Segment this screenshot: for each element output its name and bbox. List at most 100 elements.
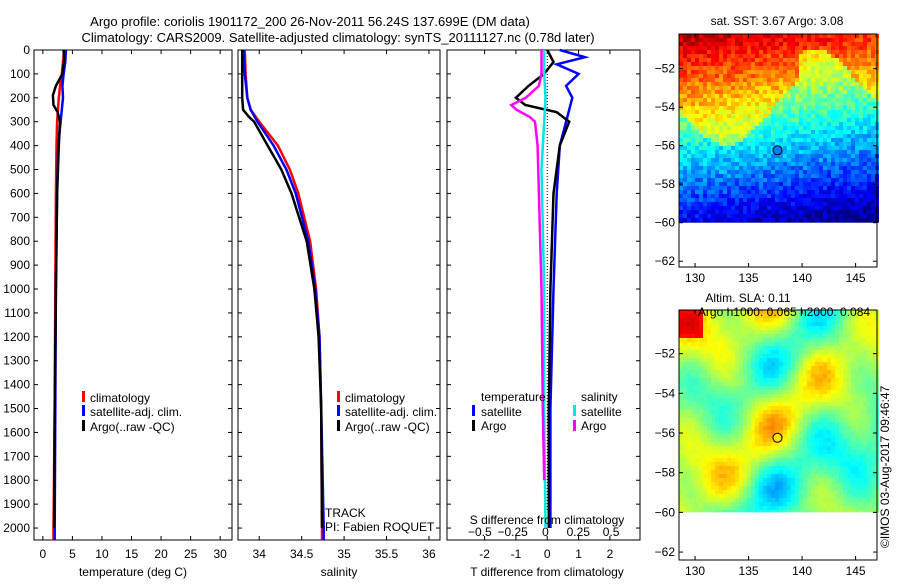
y-tick-label: 1600: [3, 425, 30, 439]
y-tick-label: −56: [655, 139, 676, 153]
y-tick-label: −58: [655, 177, 676, 191]
y-tick-label: 500: [10, 163, 30, 177]
x-tick-label: 34.5: [290, 547, 314, 561]
figure-title-line1: Argo profile: coriolis 1901172_200 26-No…: [90, 14, 530, 29]
x-tick-label: 0: [40, 547, 47, 561]
x-tick-label: 2: [607, 547, 614, 561]
y-tick-label: 0: [23, 43, 30, 57]
y-tick-label: 1300: [3, 354, 30, 368]
y-tick-label: 900: [10, 258, 30, 272]
x-tick-label: 20: [154, 547, 168, 561]
y-tick-label: 600: [10, 186, 30, 200]
temperature-xlabel: temperature (deg C): [79, 565, 187, 579]
s-tick-label: 0.5: [603, 525, 620, 539]
y-tick-label: −54: [655, 100, 676, 114]
salinity-xlabel: salinity: [321, 565, 358, 579]
x-tick-label: 36: [422, 547, 436, 561]
x-tick-label: 140: [792, 271, 812, 285]
x-tick-label: 25: [184, 547, 198, 561]
x-tick-label: 135: [739, 271, 759, 285]
x-tick-label: 135: [739, 564, 759, 578]
y-tick-label: 200: [10, 91, 30, 105]
legend-swatch-argo: [82, 420, 85, 431]
y-tick-label: 1500: [3, 402, 30, 416]
y-tick-label: −58: [655, 466, 676, 480]
x-tick-label: 0: [544, 547, 551, 561]
pi-annotation: PI: Fabien ROQUET: [325, 520, 435, 534]
y-tick-label: 800: [10, 234, 30, 248]
legend-swatch-climatology: [337, 391, 340, 402]
y-tick-label: −60: [655, 216, 676, 230]
y-tick-label: 1100: [4, 306, 30, 320]
legend-header-salinity: salinity: [581, 390, 618, 404]
x-tick-label: 140: [792, 564, 812, 578]
legend-swatch-argo: [337, 420, 340, 431]
x-tick-label: -1: [511, 547, 522, 561]
y-tick-label: −60: [655, 505, 676, 519]
y-tick-label: 1700: [3, 449, 30, 463]
y-tick-label: 1800: [3, 473, 30, 487]
figure-title-line2: Climatology: CARS2009. Satellite-adjuste…: [81, 30, 594, 45]
y-tick-label: −62: [655, 545, 676, 559]
x-tick-label: 145: [846, 271, 866, 285]
sst-map-title: sat. SST: 3.67 Argo: 3.08: [711, 14, 844, 28]
legend-t-satellite: satellite: [481, 405, 522, 419]
legend-t-argo: Argo: [481, 419, 507, 433]
y-tick-label: 2000: [3, 521, 30, 535]
legend-swatch-climatology: [82, 391, 85, 402]
t-diff-xlabel: T difference from climatology: [470, 565, 624, 579]
legend-argo: Argo(..raw -QC): [90, 420, 175, 434]
x-tick-label: 10: [95, 547, 109, 561]
heatmap-cells: [679, 310, 879, 512]
legend-swatch-satellite: [337, 405, 340, 416]
y-tick-label: 100: [10, 67, 30, 81]
track-annotation: TRACK: [325, 506, 366, 520]
x-tick-label: 130: [685, 564, 705, 578]
y-tick-label: 1400: [3, 378, 30, 392]
y-tick-label: 1200: [3, 330, 30, 344]
legend-satellite: satellite-adj. clim.: [90, 405, 182, 419]
x-tick-label: 15: [125, 547, 139, 561]
legend-argo: Argo(..raw -QC): [345, 420, 430, 434]
y-tick-label: 1000: [3, 282, 30, 296]
plot-frame: [34, 50, 232, 540]
legend-climatology: climatology: [345, 391, 405, 405]
y-tick-label: −56: [655, 426, 676, 440]
x-tick-label: 145: [846, 564, 866, 578]
y-tick-label: −52: [655, 62, 676, 76]
s-tick-label: −0.25: [497, 525, 528, 539]
legend-header-temperature: temperature: [481, 390, 546, 404]
imos-watermark: ©IMOS 03-Aug-2017 09:46:47: [878, 385, 892, 548]
y-tick-label: −62: [655, 254, 676, 268]
legend-satellite: satellite-adj. clim.: [345, 405, 437, 419]
s-tick-label: −0.5: [468, 525, 492, 539]
x-tick-label: 5: [69, 547, 76, 561]
y-tick-label: 400: [10, 139, 30, 153]
x-tick-label: 130: [685, 271, 705, 285]
s-tick-label: 0.25: [567, 525, 591, 539]
y-tick-label: 700: [10, 210, 30, 224]
legend-swatch-satellite: [82, 405, 85, 416]
legend-climatology: climatology: [90, 391, 150, 405]
argo-float-marker: [773, 146, 782, 155]
y-tick-label: −54: [655, 386, 676, 400]
y-tick-label: 1900: [3, 497, 30, 511]
sla-map: 130 135 140 145 −52 −54 −56 −58 −60 −62: [655, 310, 879, 578]
legend-s-argo: Argo: [581, 419, 607, 433]
heatmap-cells: [679, 34, 879, 223]
sla-map-title-line2: Argo h1000: 0.065 h2000: 0.084: [698, 305, 870, 319]
y-tick-label: −52: [655, 347, 676, 361]
s-diff-xlabel: S difference from climatology: [470, 513, 625, 527]
sst-map: 130 135 140 145 −52 −54 −56 −58 −60 −62: [655, 34, 879, 285]
sla-map-title-line1: Altim. SLA: 0.11: [705, 291, 790, 305]
x-tick-label: 35: [337, 547, 351, 561]
legend-swatch-t-satellite: [472, 405, 475, 416]
x-tick-label: -2: [479, 547, 490, 561]
legend-swatch-s-satellite: [573, 405, 576, 416]
plot-frame: [238, 50, 440, 540]
x-tick-label: 1: [575, 547, 582, 561]
